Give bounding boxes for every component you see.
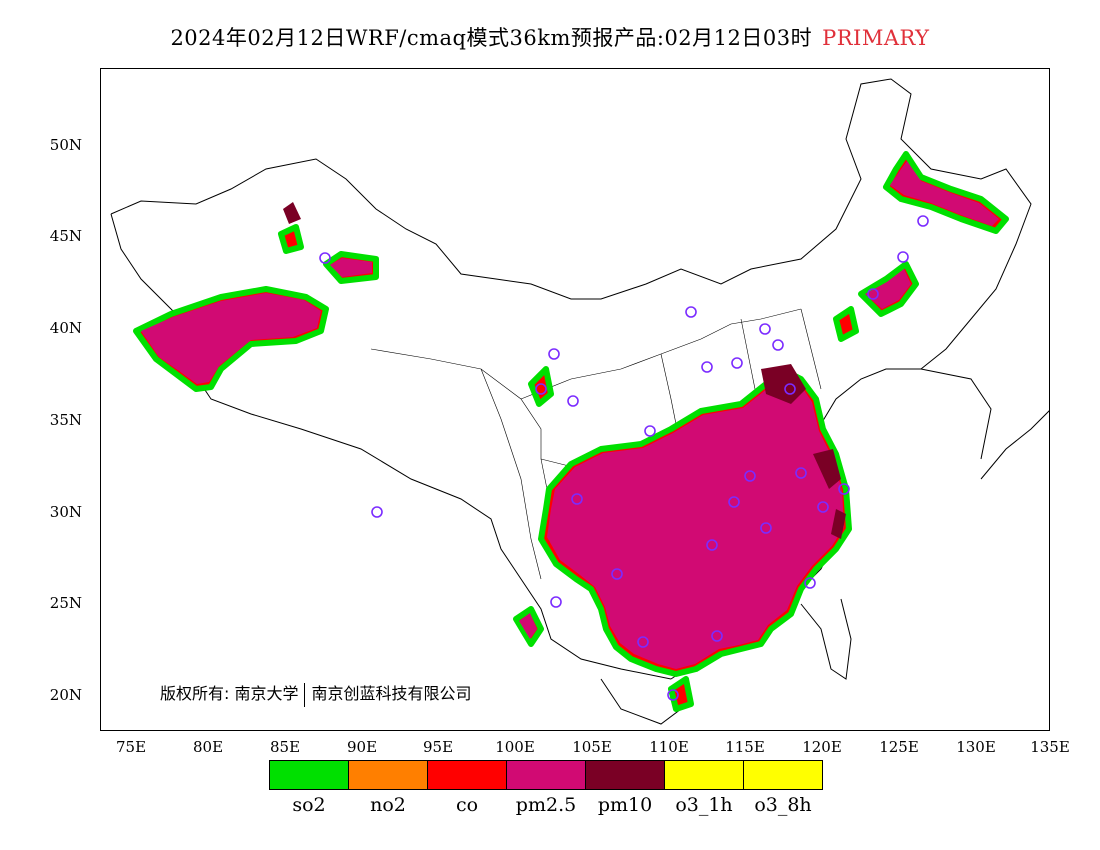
lat-tick-35n: 35N: [49, 411, 82, 429]
lat-tick-45n: 45N: [49, 227, 82, 245]
lon-tick-115e: 115E: [725, 738, 765, 756]
copyright-right: 南京创蓝科技有限公司: [311, 684, 472, 703]
copyright-notice: 版权所有: 南京大学 南京创蓝科技有限公司: [160, 680, 472, 707]
copyright-divider: [304, 682, 306, 707]
pollution-edge-red: [133, 151, 1009, 712]
legend-labels: so2 no2 co pm2.5 pm10 o3_1h o3_8h: [270, 794, 823, 816]
title-main: 2024年02月12日WRF/cmaq模式36km预报产品:02月12日03时: [170, 26, 813, 50]
pollution-pm25: [141, 161, 999, 669]
map-frame: [100, 68, 1050, 731]
lon-tick-85e: 85E: [269, 738, 301, 756]
lat-tick-30n: 30N: [49, 503, 82, 521]
legend-swatch-o3-8h: [743, 760, 823, 790]
legend-swatch-o3-1h: [664, 760, 744, 790]
lon-tick-90e: 90E: [346, 738, 378, 756]
legend-swatch-no2: [348, 760, 428, 790]
legend-label-no2: no2: [370, 794, 406, 816]
legend-label-o3-1h: o3_1h: [675, 794, 733, 816]
pollution-pm10: [283, 202, 846, 539]
lat-tick-25n: 25N: [49, 594, 82, 612]
legend-label-pm25: pm2.5: [515, 794, 577, 816]
monitoring-stations: [319, 215, 929, 701]
lon-tick-80e: 80E: [192, 738, 224, 756]
lon-tick-120e: 120E: [802, 738, 842, 756]
pollution-map: [110, 78, 1049, 725]
legend-swatch-so2: [269, 760, 349, 790]
lon-tick-110e: 110E: [649, 738, 689, 756]
copyright-left: 版权所有: 南京大学: [160, 684, 299, 703]
lon-tick-125e: 125E: [879, 738, 919, 756]
lon-tick-100e: 100E: [495, 738, 535, 756]
lon-tick-75e: 75E: [115, 738, 147, 756]
chart-title: 2024年02月12日WRF/cmaq模式36km预报产品:02月12日03时 P…: [0, 22, 1100, 52]
lat-tick-50n: 50N: [49, 136, 82, 154]
lon-tick-105e: 105E: [572, 738, 612, 756]
title-primary-tag: PRIMARY: [822, 26, 930, 50]
legend-swatch-pm25: [506, 760, 586, 790]
lat-tick-20n: 20N: [49, 686, 82, 704]
legend-colorbar: [269, 760, 823, 790]
legend-label-o3-8h: o3_8h: [754, 794, 812, 816]
legend-swatch-co: [427, 760, 507, 790]
lat-tick-40n: 40N: [49, 319, 82, 337]
lon-tick-135e: 135E: [1030, 738, 1070, 756]
lon-tick-130e: 130E: [956, 738, 996, 756]
lon-tick-95e: 95E: [422, 738, 454, 756]
legend-label-co: co: [455, 794, 479, 816]
legend-label-pm10: pm10: [597, 794, 653, 816]
legend-swatch-pm10: [585, 760, 665, 790]
legend-label-so2: so2: [292, 794, 326, 816]
